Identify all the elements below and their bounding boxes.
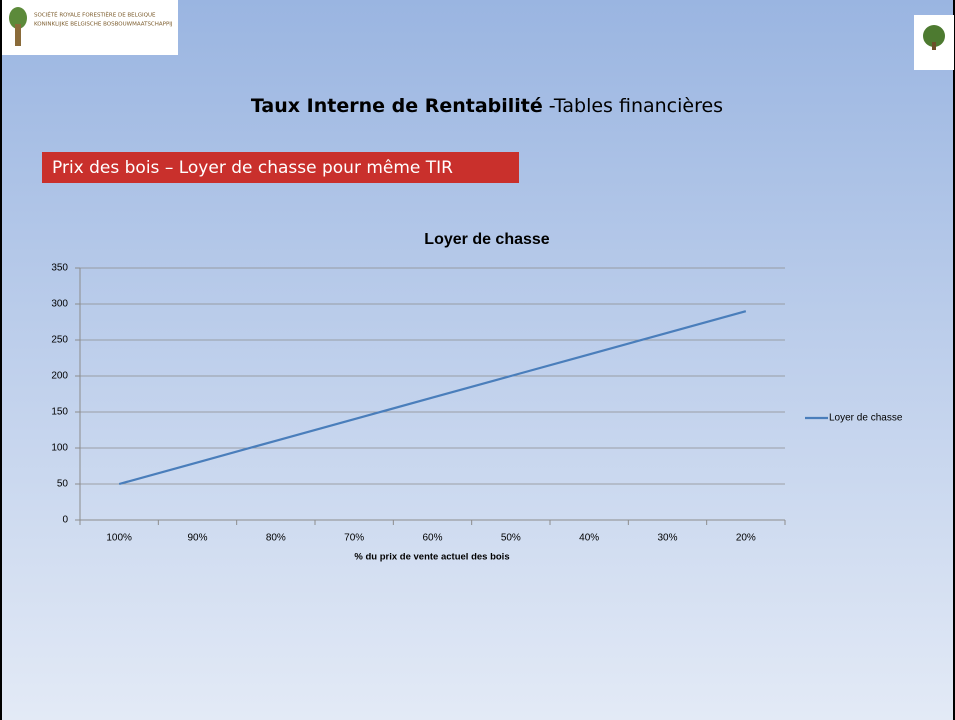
chart-title: Loyer de chasse <box>424 231 550 248</box>
logo-right <box>923 25 945 50</box>
y-tick-label: 150 <box>51 407 68 418</box>
title-rest: -Tables financières <box>543 95 723 117</box>
y-tick-label: 250 <box>51 335 68 346</box>
y-tick-label: 0 <box>62 515 68 526</box>
y-tick-label: 350 <box>51 263 68 274</box>
x-tick-label: 100% <box>106 533 132 544</box>
x-tick-label: 70% <box>344 533 364 544</box>
slide-title: Taux Interne de Rentabilité -Tables fina… <box>251 95 723 117</box>
x-tick-label: 50% <box>501 533 521 544</box>
org-fr: Société Royale Forestière de Belgique <box>34 11 156 19</box>
subtitle: Prix des bois – Loyer de chasse pour mêm… <box>52 158 453 178</box>
x-axis-label: % du prix de vente actuel des bois <box>354 552 509 563</box>
logo-left <box>9 7 27 46</box>
subtitle-box <box>42 152 519 183</box>
y-tick-label: 50 <box>57 479 69 490</box>
y-tick-label: 300 <box>51 299 68 310</box>
x-tick-label: 20% <box>736 533 756 544</box>
legend-label: Loyer de chasse <box>829 413 903 424</box>
y-tick-label: 200 <box>51 371 68 382</box>
x-tick-label: 80% <box>266 533 286 544</box>
org-nl: Koninklijke Belgische Bosbouwmaatschappi… <box>34 22 173 28</box>
x-tick-label: 30% <box>657 533 677 544</box>
x-tick-label: 40% <box>579 533 599 544</box>
x-tick-label: 60% <box>422 533 442 544</box>
y-tick-label: 100 <box>51 443 68 454</box>
header-box <box>2 0 178 55</box>
x-tick-label: 90% <box>187 533 207 544</box>
data-line <box>118 310 747 486</box>
title-bold: Taux Interne de Rentabilité <box>251 95 543 117</box>
